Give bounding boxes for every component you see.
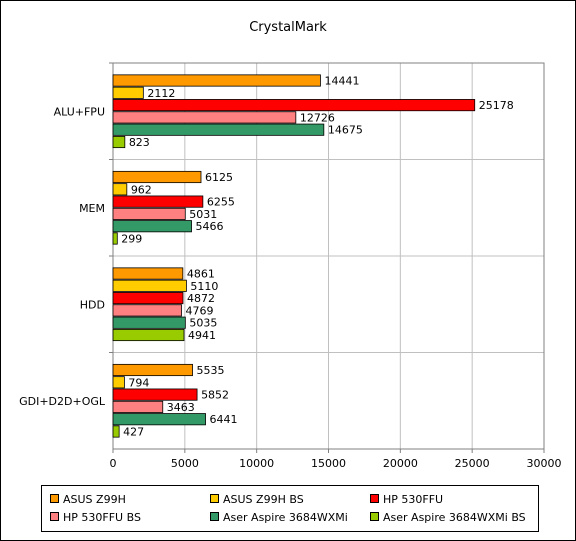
legend-item: HP 530FFU BS	[50, 511, 141, 525]
x-tick-label: 25000	[455, 457, 490, 470]
category-label: ALU+FPU	[54, 105, 105, 118]
data-label: 14675	[328, 124, 363, 137]
x-tick-label: 5000	[171, 457, 199, 470]
bar	[112, 376, 125, 389]
bar	[112, 111, 297, 124]
legend-label: Aser Aspire 3684WXMi BS	[383, 511, 526, 524]
x-tick-label: 30000	[527, 457, 562, 470]
legend-item: HP 530FFU	[370, 493, 443, 507]
data-label: 794	[128, 376, 149, 389]
bar	[112, 279, 187, 292]
x-tick-label: 20000	[383, 457, 418, 470]
data-label: 25178	[479, 99, 514, 112]
legend-item: Aser Aspire 3684WXMi	[210, 511, 348, 525]
legend-item: ASUS Z99H	[50, 493, 126, 507]
bar	[112, 328, 185, 342]
bar	[112, 99, 476, 112]
data-label: 427	[123, 426, 144, 439]
legend-swatch	[50, 494, 59, 503]
bar	[112, 388, 198, 401]
data-label: 6125	[205, 171, 233, 184]
bar	[112, 220, 192, 233]
data-label: 299	[121, 233, 142, 246]
data-label: 5852	[201, 389, 229, 402]
data-label: 14441	[324, 75, 359, 88]
bar	[112, 207, 186, 220]
legend-swatch	[370, 494, 379, 503]
bar	[112, 304, 182, 317]
legend-swatch	[370, 512, 379, 521]
data-label: 823	[129, 136, 150, 149]
bar	[112, 183, 128, 196]
bar	[112, 425, 120, 438]
bar	[112, 195, 204, 208]
legend-label: ASUS Z99H BS	[223, 493, 304, 506]
bar	[112, 170, 202, 184]
data-label: 3463	[167, 401, 195, 414]
data-label: 6255	[207, 196, 235, 209]
x-tick-label: 0	[110, 457, 117, 470]
category-label: HDD	[80, 298, 105, 311]
chart-title: CrystalMark	[249, 20, 327, 35]
bar	[112, 123, 325, 136]
legend-label: HP 530FFU BS	[63, 511, 141, 524]
legend-swatch	[210, 512, 219, 521]
bar	[112, 413, 206, 426]
data-label: 2112	[147, 87, 175, 100]
data-label: 4941	[188, 329, 216, 342]
bar	[112, 400, 164, 413]
x-tick-label: 15000	[311, 457, 346, 470]
legend-item: Aser Aspire 3684WXMi BS	[370, 511, 526, 525]
bar	[112, 363, 193, 377]
data-label: 4769	[186, 304, 214, 317]
bar	[112, 292, 184, 305]
data-label: 6441	[210, 413, 238, 426]
data-label: 5031	[189, 208, 217, 221]
category-label: MEM	[79, 202, 105, 215]
bar	[112, 86, 144, 99]
category-label: GDI+D2D+OGL	[19, 395, 106, 408]
bar	[112, 232, 118, 245]
legend-label: ASUS Z99H	[63, 493, 126, 506]
legend: ASUS Z99H ASUS Z99H BS HP 530FFU HP 530FFU …	[41, 485, 539, 532]
bar	[112, 316, 186, 329]
legend-swatch	[210, 494, 219, 503]
data-label: 5035	[189, 317, 217, 330]
bar	[112, 74, 321, 87]
data-label: 5110	[190, 280, 218, 293]
data-label: 5535	[197, 364, 225, 377]
data-label: 4872	[187, 292, 215, 305]
bar	[112, 267, 184, 280]
data-label: 962	[131, 183, 152, 196]
data-label: 4861	[187, 268, 215, 281]
data-label: 12726	[300, 111, 335, 124]
legend-swatch	[50, 512, 59, 521]
bar	[112, 135, 126, 149]
data-label: 5466	[196, 220, 224, 233]
x-tick-label: 10000	[239, 457, 274, 470]
legend-item: ASUS Z99H BS	[210, 493, 304, 507]
legend-label: HP 530FFU	[383, 493, 444, 506]
legend-label: Aser Aspire 3684WXMi	[223, 511, 348, 524]
